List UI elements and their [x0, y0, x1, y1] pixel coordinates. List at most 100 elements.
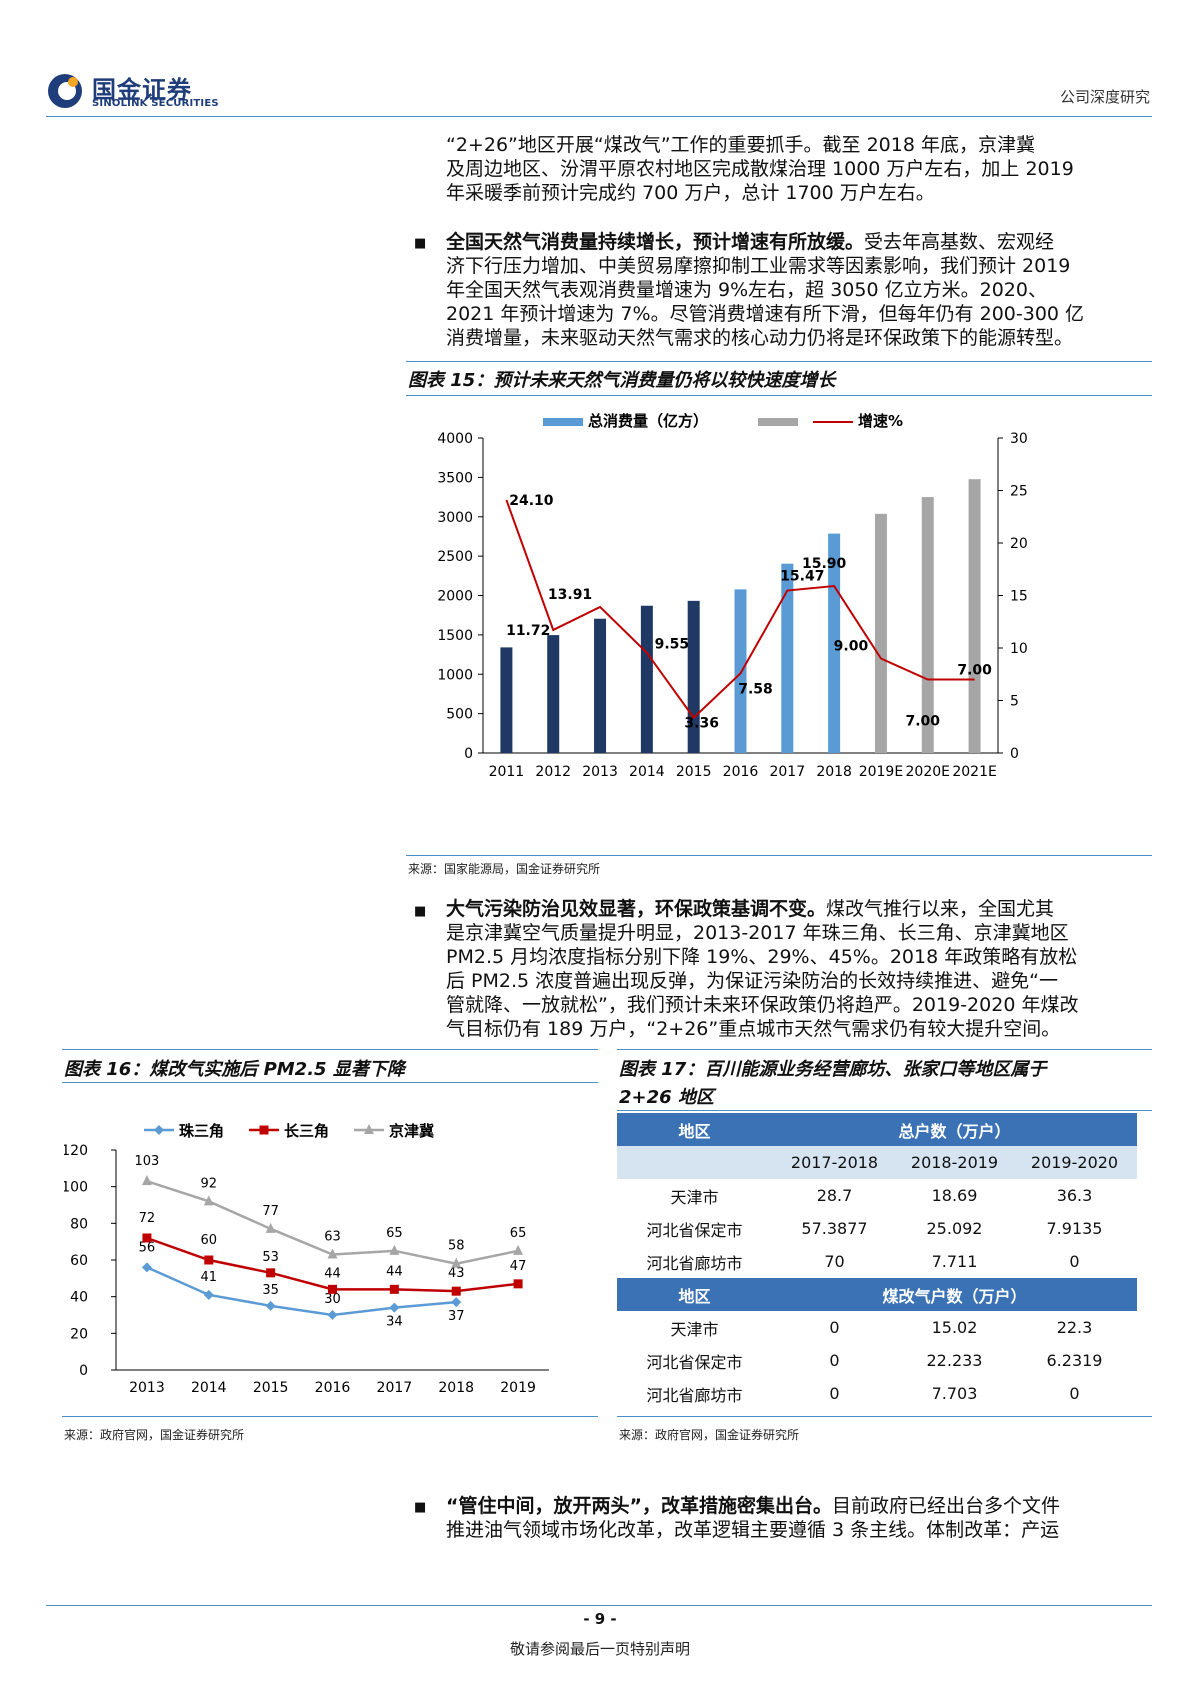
bar: [500, 647, 513, 753]
y-right-tick-label: 10: [1010, 641, 1028, 657]
data-label: 30: [324, 1292, 341, 1307]
table-cell: 0: [829, 1351, 840, 1370]
y-right-tick-label: 5: [1010, 694, 1019, 710]
y-tick-label: 60: [70, 1253, 88, 1269]
fig17-title-line2: 2+26 地区: [619, 1087, 714, 1108]
fig15-title: 图表 15：预计未来天然气消费量仍将以较快速度增长: [408, 370, 836, 391]
point-marker: [389, 1302, 400, 1313]
fig16-source: 来源：政府官网，国金证券研究所: [64, 1428, 245, 1442]
x-tick-label: 2017: [377, 1380, 413, 1396]
point-marker: [203, 1195, 214, 1206]
point-marker: [451, 1297, 462, 1308]
para-line: 目前政府已经出台多个文件: [831, 1495, 1060, 1517]
data-label: 35: [262, 1283, 279, 1298]
x-tick-label: 2012: [535, 764, 571, 780]
fig16-bottom-rule: [62, 1416, 598, 1417]
bar: [640, 605, 653, 753]
table-cell: 河北省廊坊市: [646, 1253, 743, 1273]
table-header-cell: 煤改气户数（万户）: [772, 1278, 1137, 1311]
paragraph-3: 大气污染防治见效显著，环保政策基调不变。煤改气推行以来，全国尤其 是京津冀空气质…: [446, 897, 1142, 1041]
table-cell: 57.3877: [801, 1219, 868, 1238]
data-label: 44: [386, 1264, 403, 1279]
y-tick-label: 0: [79, 1363, 88, 1379]
point-marker: [327, 1310, 338, 1320]
point-marker: [203, 1289, 214, 1300]
table-cell: 0: [829, 1318, 840, 1337]
data-label: 72: [139, 1211, 156, 1226]
para-line: 煤改气推行以来，全国尤其: [826, 898, 1055, 920]
fig15-bottom-rule: [406, 855, 1152, 856]
table-cell: 0: [829, 1384, 840, 1403]
point-marker: [265, 1300, 276, 1311]
fig17-top-rule: [617, 1049, 1152, 1050]
y-right-tick-label: 15: [1010, 589, 1028, 605]
table-subheader-cell: 2018-2019: [897, 1146, 1012, 1179]
table-cell: 28.7: [816, 1186, 853, 1205]
table-cell: 0: [1069, 1252, 1080, 1271]
para-line: “2+26”地区开展“煤改气”工作的重要抓手。截至 2018 年底，京津冀: [446, 134, 1035, 156]
fig15-title-rule: [406, 395, 1152, 396]
legend-label: 增速%: [858, 412, 903, 430]
data-label: 7.00: [905, 714, 940, 730]
x-tick-label: 2014: [629, 764, 665, 780]
y-right-tick-label: 30: [1010, 431, 1028, 447]
x-tick-label: 2019E: [859, 764, 903, 780]
data-label: 92: [201, 1176, 218, 1191]
data-label: 58: [448, 1239, 465, 1254]
y-tick-label: 40: [70, 1290, 88, 1306]
point-marker: [513, 1279, 523, 1289]
x-tick-label: 2013: [582, 764, 618, 780]
legend-marker: [364, 1124, 374, 1134]
para-line: 后 PM2.5 浓度普遍出现反弹，为保证污染防治的长效持续推进、避免“一: [446, 970, 1058, 992]
y-tick-label: 20: [70, 1326, 88, 1342]
table-cell: 天津市: [670, 1187, 719, 1207]
legend-label: 珠三角: [179, 1122, 224, 1140]
y-tick-label: 120: [64, 1143, 88, 1159]
legend-marker: [259, 1125, 269, 1135]
bar: [594, 618, 607, 753]
table-row: 河北省保定市 57.3877 25.092 7.9135: [617, 1212, 1137, 1245]
data-label: 34: [386, 1315, 403, 1330]
table-subheader-cell: 2019-2020: [1012, 1146, 1137, 1179]
footer-rule: [46, 1605, 1152, 1606]
para-bold: “管住中间，放开两头”，改革措施密集出台。: [446, 1495, 832, 1517]
point-marker: [389, 1244, 400, 1255]
data-label: 9.00: [834, 639, 869, 655]
table-cell: 河北省保定市: [646, 1352, 743, 1372]
bullet-icon: ■: [414, 1500, 427, 1515]
sinolink-logo-icon: [48, 74, 82, 108]
data-label: 56: [139, 1240, 156, 1255]
x-tick-label: 2019: [500, 1380, 536, 1396]
table-cell: 7.9135: [1046, 1219, 1103, 1238]
legend-label: 京津冀: [389, 1122, 434, 1140]
x-tick-label: 2017: [769, 764, 805, 780]
y-left-tick-label: 2500: [437, 549, 473, 565]
table-cell: 22.233: [926, 1351, 983, 1370]
data-label: 13.91: [548, 587, 592, 603]
data-label: 9.55: [655, 637, 690, 653]
table-header-cell: 总户数（万户）: [772, 1113, 1137, 1146]
y-left-tick-label: 3500: [437, 470, 473, 486]
legend-swatch-bar: [543, 418, 583, 426]
point-marker: [389, 1284, 399, 1294]
para-line: 受去年高基数、宏观经: [864, 231, 1055, 253]
page-number: - 9 -: [583, 1610, 617, 1628]
bar: [921, 497, 934, 753]
table-header-cell: 地区: [617, 1278, 772, 1311]
para-line: 消费增量，未来驱动天然气需求的核心动力仍将是环保政策下的能源转型。: [446, 327, 1074, 349]
para-line: PM2.5 月均浓度指标分别下降 19%、29%、45%。2018 年政策略有放…: [446, 946, 1078, 968]
para-line: 2021 年预计增速为 7%。尽管消费增速有所下滑，但每年仍有 200-300 …: [446, 303, 1085, 325]
growth-line: [505, 499, 975, 720]
point-marker: [266, 1268, 276, 1278]
paragraph-2: 全国天然气消费量持续增长，预计增速有所放缓。受去年高基数、宏观经 济下行压力增加…: [446, 230, 1142, 350]
paragraph-4: “管住中间，放开两头”，改革措施密集出台。目前政府已经出台多个文件 推进油气领域…: [446, 1494, 1142, 1542]
y-tick-label: 80: [70, 1216, 88, 1232]
point-marker: [204, 1255, 214, 1265]
point-marker: [141, 1262, 152, 1273]
x-tick-label: 2014: [191, 1380, 227, 1396]
y-left-tick-label: 4000: [437, 431, 473, 447]
point-marker: [451, 1257, 462, 1268]
table-cell: 70: [824, 1252, 845, 1271]
para-line: 推进油气领域市场化改革，改革逻辑主要遵循 3 条主线。体制改革：产运: [446, 1519, 1060, 1541]
x-tick-label: 2016: [723, 764, 759, 780]
